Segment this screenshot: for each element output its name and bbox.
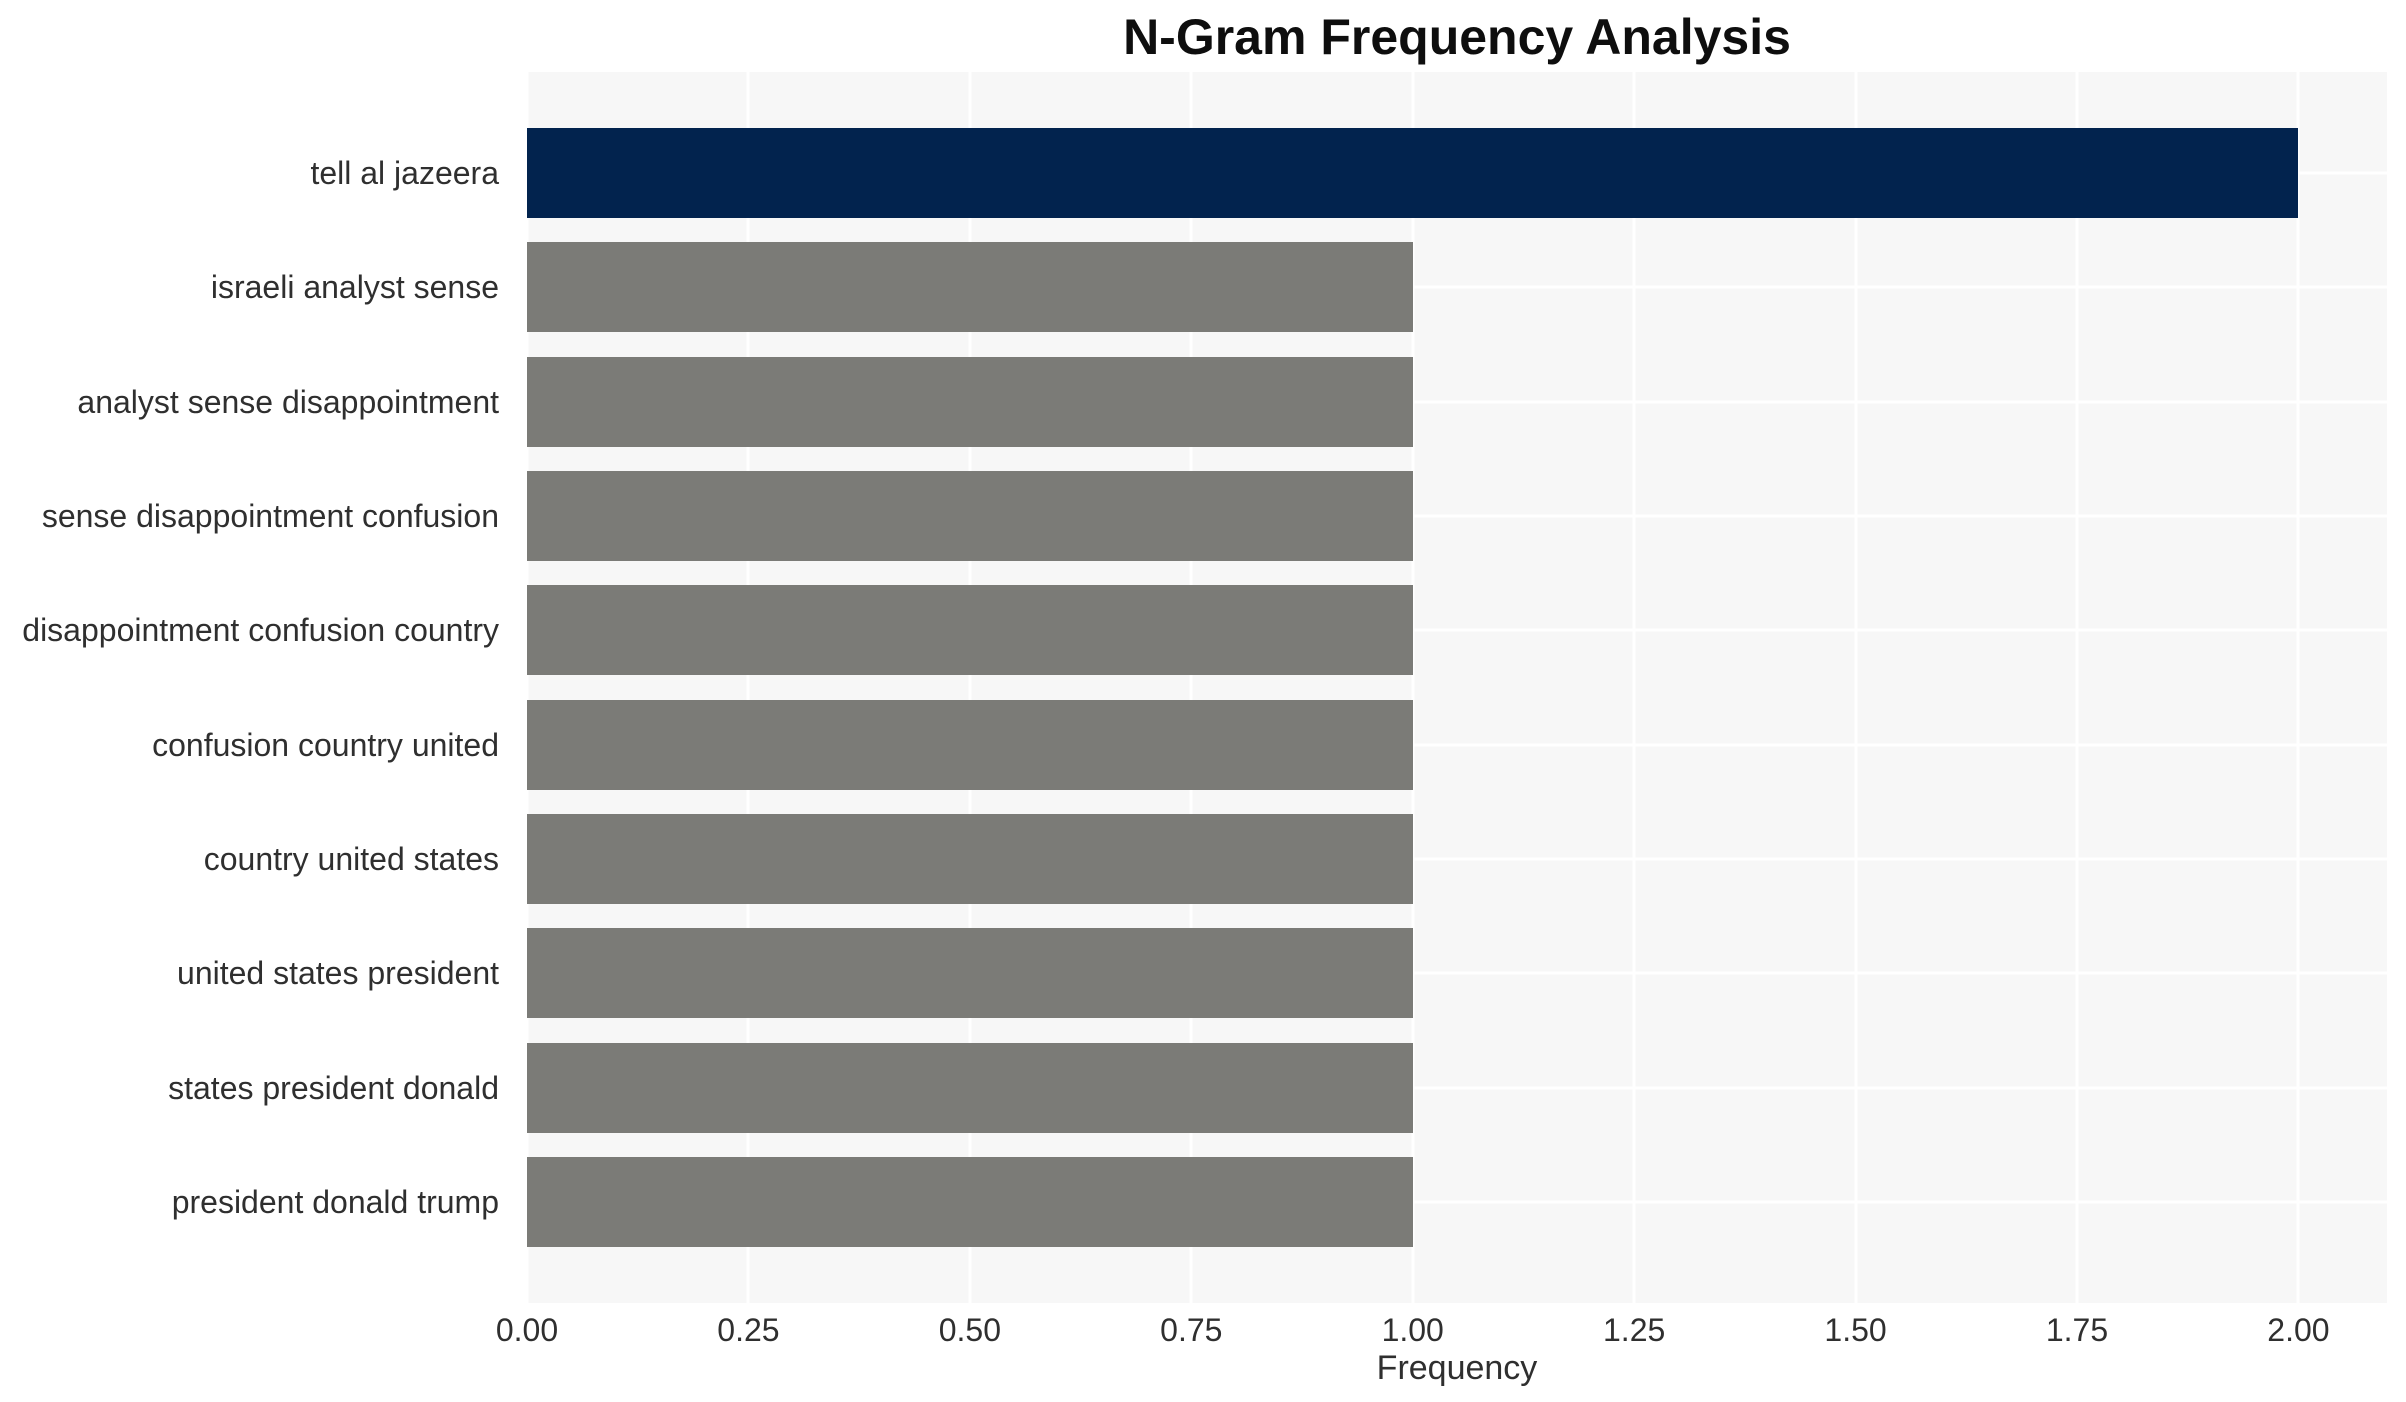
horizontal-gridline xyxy=(527,971,2387,975)
vertical-gridline xyxy=(525,72,529,1303)
horizontal-gridline xyxy=(527,743,2387,747)
x-tick-label: 0.25 xyxy=(717,1312,780,1348)
x-tick-label: 1.00 xyxy=(1381,1312,1444,1348)
x-tick-label: 2.00 xyxy=(2267,1312,2330,1348)
plot-area xyxy=(525,72,2387,1303)
vertical-gridline xyxy=(1189,72,1193,1303)
x-tick-label: 0.50 xyxy=(938,1312,1001,1348)
y-category-label: confusion country united xyxy=(152,726,499,763)
frequency-bar xyxy=(527,585,1413,676)
x-axis-tick-labels: 0.00 0.25 0.50 0.75 1.00 1.25 1.50 1.75 2.00 xyxy=(496,1312,2387,1352)
y-category-label: president donald trump xyxy=(171,1183,499,1220)
horizontal-gridline xyxy=(527,628,2387,632)
x-tick-label: 0.75 xyxy=(1160,1312,1223,1348)
vertical-gridline xyxy=(746,72,750,1303)
frequency-bar xyxy=(527,471,1413,562)
y-axis-category-labels: tell al jazeera israeli analyst sense anal… xyxy=(0,72,513,1303)
horizontal-gridline xyxy=(527,1086,2387,1090)
vertical-gridline xyxy=(2075,72,2079,1303)
y-category-label: israeli analyst sense xyxy=(210,269,499,306)
vertical-gridline xyxy=(2296,72,2300,1303)
x-tick-label: 0.00 xyxy=(495,1312,559,1348)
x-tick-label: 1.25 xyxy=(1603,1312,1666,1348)
vertical-gridline xyxy=(1632,72,1636,1303)
vertical-gridline xyxy=(968,72,972,1303)
frequency-bar xyxy=(527,1042,1413,1133)
frequency-bar xyxy=(527,128,2299,219)
frequency-bar xyxy=(527,813,1413,904)
horizontal-gridline xyxy=(527,1200,2387,1204)
y-category-label: sense disappointment confusion xyxy=(41,498,499,535)
frequency-bar xyxy=(527,928,1413,1019)
chart-title: N-Gram Frequency Analysis xyxy=(1123,9,1791,65)
horizontal-gridline xyxy=(527,400,2387,404)
frequency-bar xyxy=(527,1156,1413,1247)
y-category-label: tell al jazeera xyxy=(310,155,499,192)
x-tick-label: 1.75 xyxy=(2045,1312,2109,1348)
x-tick-label: 1.50 xyxy=(1824,1312,1887,1348)
vertical-gridline xyxy=(1854,72,1858,1303)
horizontal-gridline xyxy=(527,285,2387,289)
y-category-label: united states president xyxy=(177,955,499,992)
frequency-bar xyxy=(527,356,1413,447)
frequency-bar xyxy=(527,699,1413,790)
horizontal-gridline xyxy=(527,857,2387,861)
vertical-gridline xyxy=(1411,72,1415,1303)
y-category-label: country united states xyxy=(203,840,499,877)
horizontal-gridline xyxy=(527,514,2387,518)
frequency-bar xyxy=(527,242,1413,333)
x-axis-title: Frequency xyxy=(1376,1349,1538,1387)
y-category-label: analyst sense disappointment xyxy=(77,383,499,420)
y-category-label: states president donald xyxy=(168,1069,499,1106)
y-category-label: disappointment confusion country xyxy=(22,612,499,649)
